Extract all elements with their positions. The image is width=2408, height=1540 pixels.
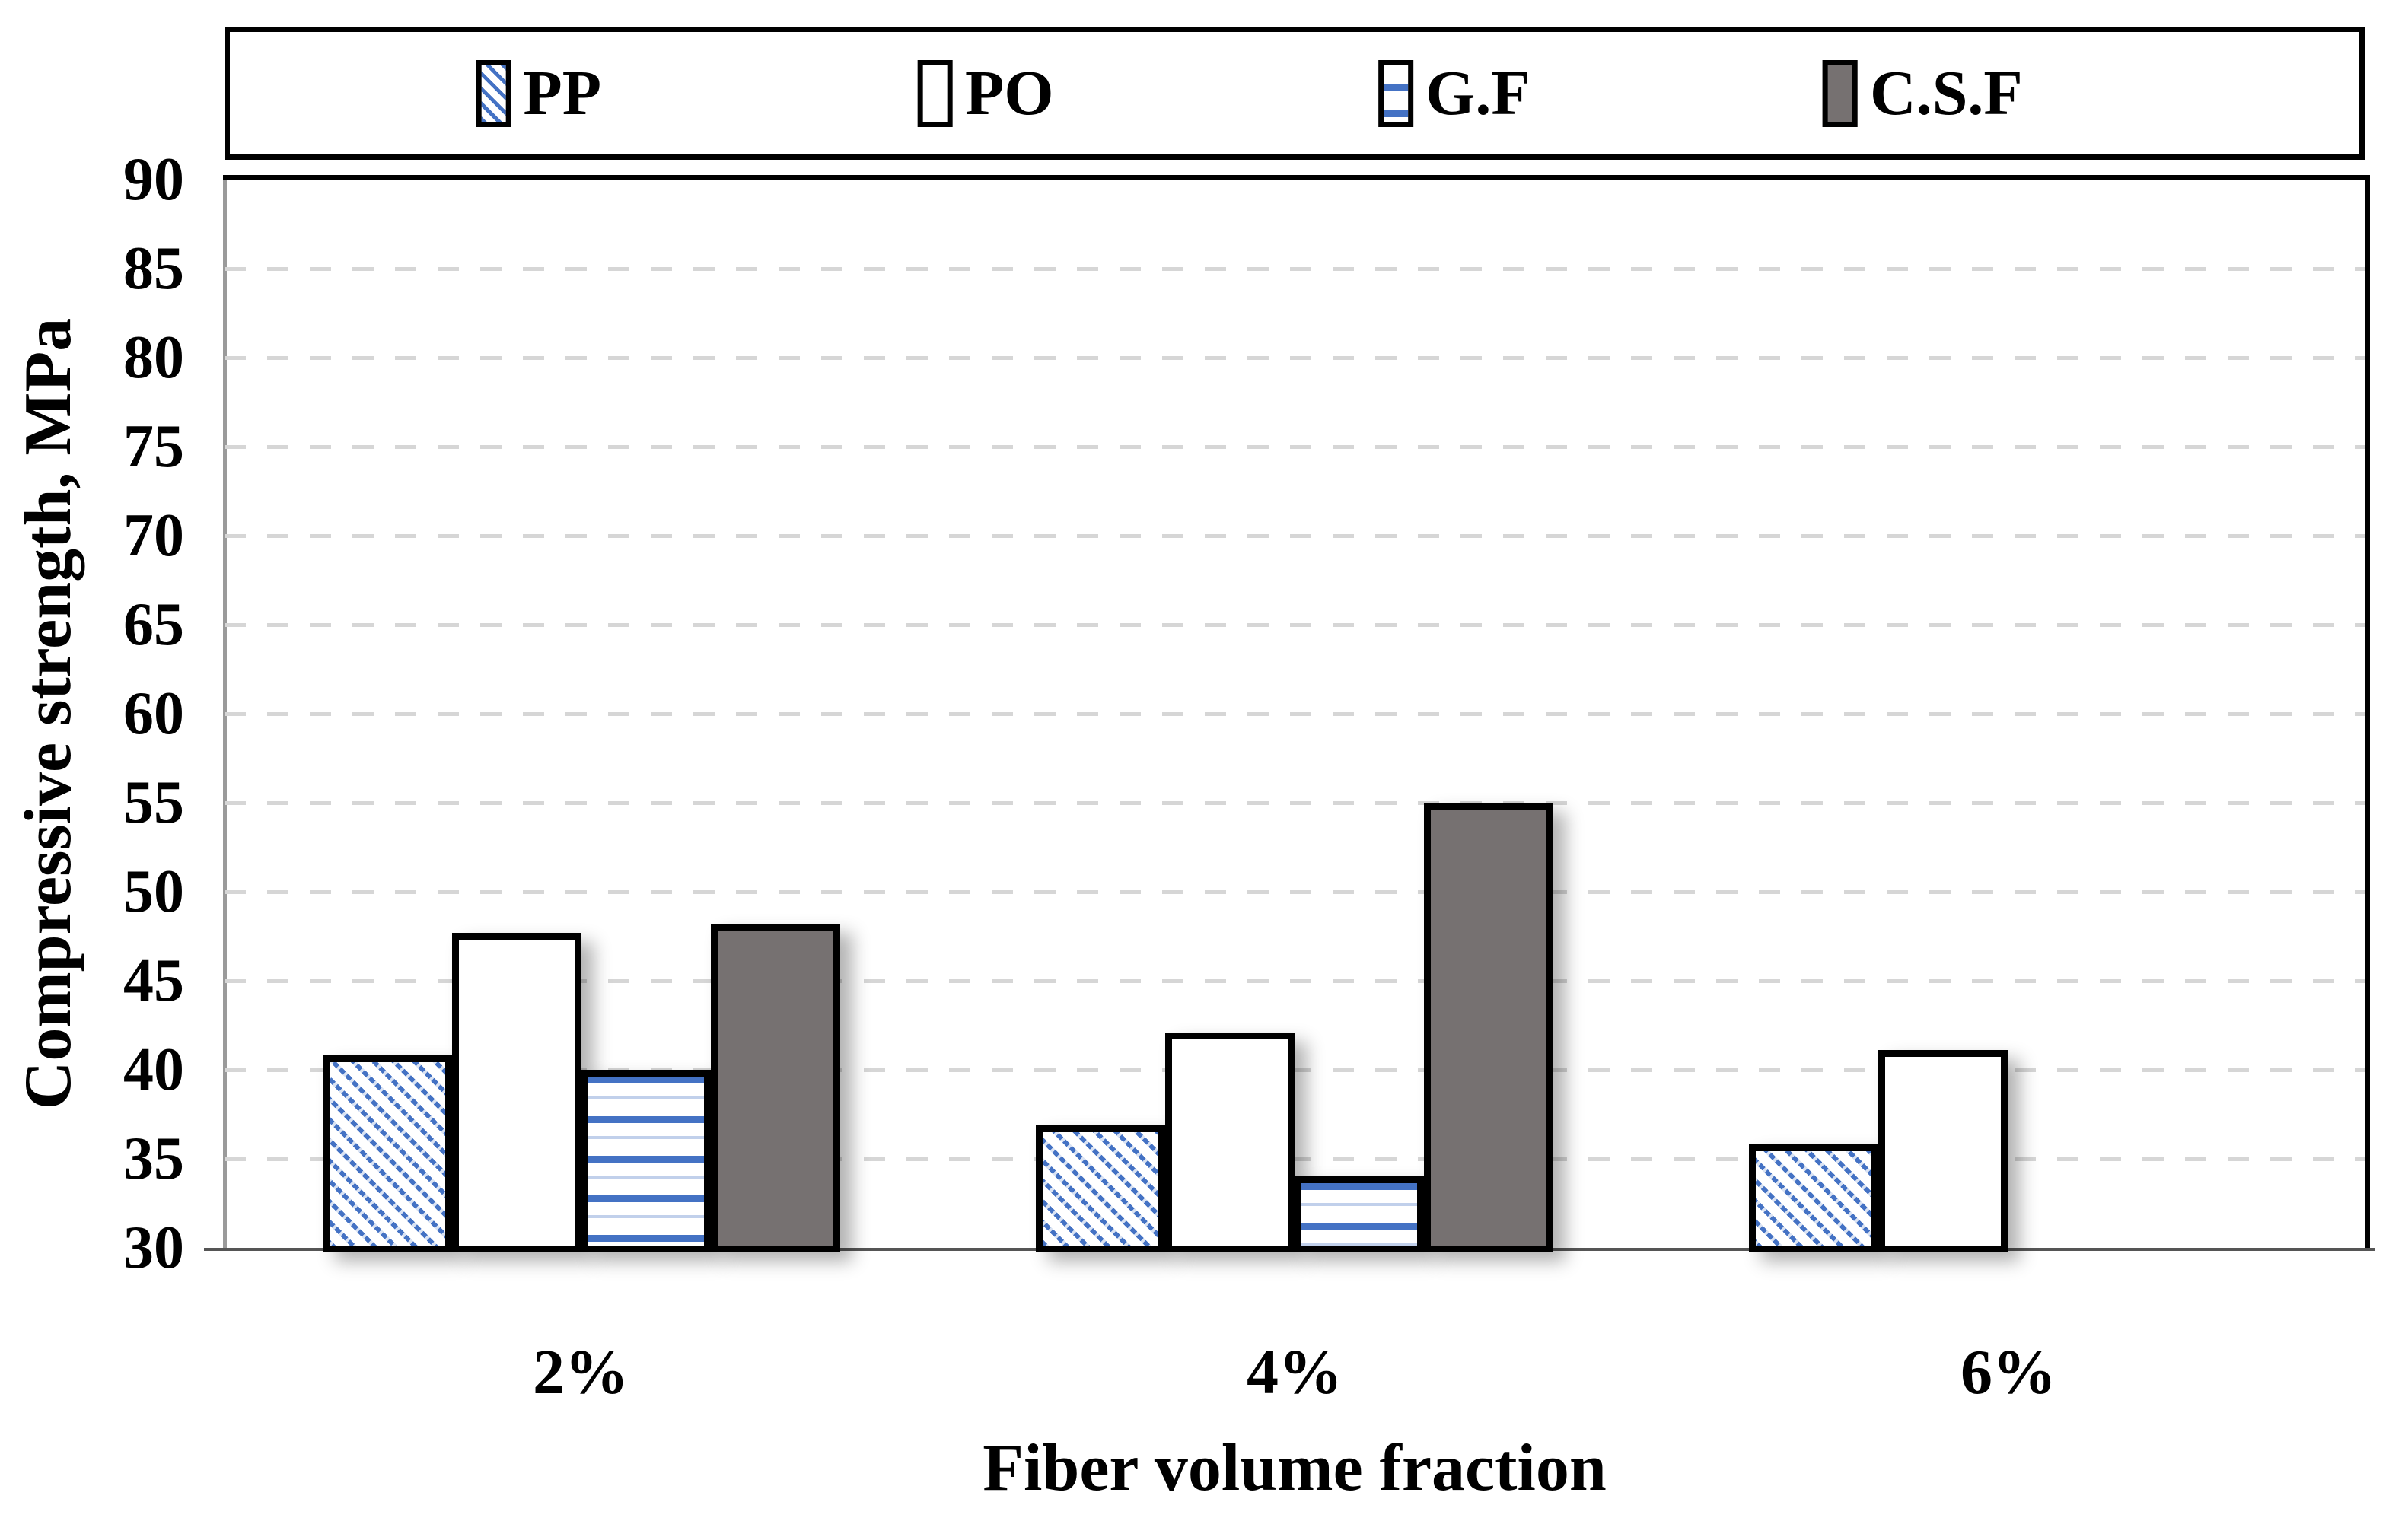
gridline-75 (225, 445, 2365, 449)
legend-item-po: PO (917, 57, 1054, 129)
y-tick-40: 40 (123, 1036, 184, 1103)
gridline-35 (225, 1157, 2365, 1161)
y-tick-45: 45 (123, 947, 184, 1014)
x-tick-2pct: 2% (533, 1337, 629, 1408)
gridline-85 (225, 267, 2365, 271)
bar-gf-2% (581, 1070, 711, 1252)
legend-label-csf: C.S.F (1870, 57, 2023, 129)
bar-po-4% (1165, 1032, 1295, 1252)
bar-po-6% (1878, 1050, 2008, 1252)
y-tick-80: 80 (123, 324, 184, 391)
y-tick-70: 70 (123, 502, 184, 569)
y-axis-title: Compressive strength, MPa (11, 317, 85, 1110)
x-tick-6pct: 6% (1960, 1337, 2056, 1408)
legend-label-gf: G.F (1425, 57, 1530, 129)
y-tick-60: 60 (123, 680, 184, 747)
bar-gf-4% (1295, 1176, 1424, 1252)
legend-item-pp: PP (476, 57, 602, 129)
bar-pp-2% (322, 1055, 452, 1252)
csf-gray-swatch-icon (1823, 59, 1859, 127)
legend-item-csf: C.S.F (1823, 57, 2023, 129)
legend: PP PO G.F C.S.F (225, 27, 2365, 160)
y-tick-75: 75 (123, 413, 184, 480)
bar-csf-4% (1424, 803, 1553, 1252)
gridline-55 (225, 801, 2365, 805)
y-tick-35: 35 (123, 1125, 184, 1192)
x-axis-title: Fiber volume fraction (983, 1431, 1607, 1505)
gridline-40 (225, 1068, 2365, 1072)
y-tick-55: 55 (123, 769, 184, 836)
bar-pp-6% (1749, 1144, 1879, 1252)
gridline-70 (225, 534, 2365, 538)
gf-horizontal-stripes-swatch-icon (1378, 59, 1414, 127)
legend-item-gf: G.F (1378, 57, 1530, 129)
gridline-80 (225, 356, 2365, 360)
legend-label-po: PO (964, 57, 1054, 129)
x-tick-4pct: 4% (1247, 1337, 1343, 1408)
y-tick-90: 90 (123, 146, 184, 213)
bar-po-2% (451, 932, 581, 1252)
bar-pp-4% (1036, 1125, 1165, 1252)
y-tick-50: 50 (123, 858, 184, 925)
plot-top-border (223, 175, 2370, 180)
plot-right-border (2365, 175, 2370, 1251)
legend-label-pp: PP (523, 57, 602, 129)
gridline-50 (225, 890, 2365, 894)
y-tick-85: 85 (123, 235, 184, 302)
gridline-45 (225, 979, 2365, 983)
gridline-65 (225, 623, 2365, 627)
y-tick-30: 30 (123, 1214, 184, 1281)
plot-area (225, 180, 2365, 1252)
po-white-swatch-icon (917, 59, 953, 127)
gridline-60 (225, 712, 2365, 716)
bar-csf-2% (710, 924, 840, 1252)
y-tick-65: 65 (123, 591, 184, 658)
pp-diagonal-hatch-swatch-icon (476, 59, 511, 127)
